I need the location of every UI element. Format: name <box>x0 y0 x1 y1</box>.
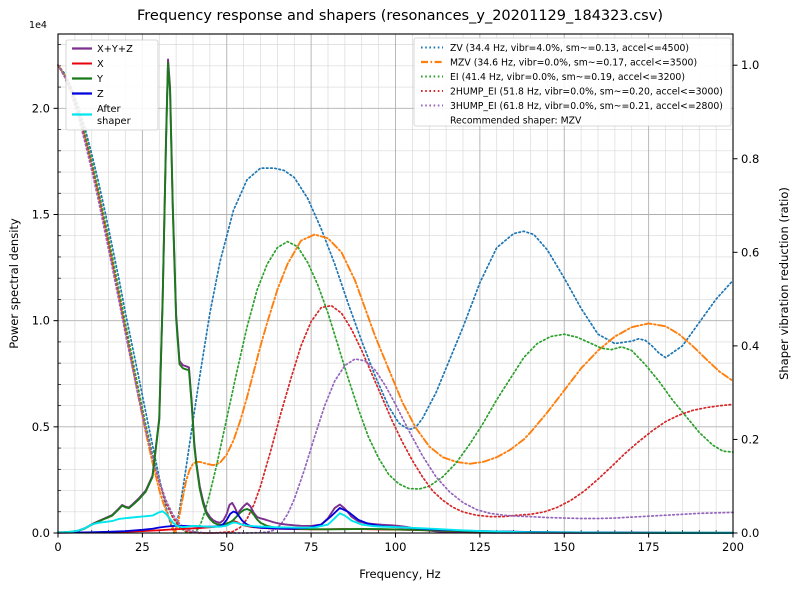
xtick-label: 75 <box>304 540 319 554</box>
xtick-label: 150 <box>553 540 575 554</box>
ytick-label-left: 0.0 <box>32 526 50 540</box>
shaper-curve-zv <box>57 64 734 534</box>
legend-label-shaper: 2HUMP_EI (51.8 Hz, vibr=0.0%, sm~=0.20, … <box>450 87 723 98</box>
legend-shapers[interactable] <box>413 37 732 127</box>
legend-label-psd: X <box>97 59 104 70</box>
xtick-label: 100 <box>385 540 407 554</box>
legend-label-psd: Z <box>97 89 104 100</box>
ytick-label-right: 0.2 <box>741 432 759 446</box>
xtick-label: 200 <box>722 540 744 554</box>
y-axis-label-right: Shaper vibration reduction (ratio) <box>777 187 791 380</box>
xtick-label: 0 <box>54 540 61 554</box>
xtick-label: 25 <box>135 540 150 554</box>
ytick-label-right: 1.0 <box>741 58 759 72</box>
chart-title: Frequency response and shapers (resonanc… <box>137 8 663 24</box>
legend-label-psd: After <box>97 104 121 115</box>
y-offset-label: 1e4 <box>29 20 47 31</box>
ytick-label-left: 0.5 <box>32 420 50 434</box>
legend-label-psd: Y <box>96 74 103 85</box>
ytick-label-right: 0.0 <box>741 526 759 540</box>
legend-label-psd: shaper <box>97 116 132 127</box>
axes <box>53 33 738 538</box>
ytick-label-right: 0.4 <box>741 339 759 353</box>
ytick-label-right: 0.6 <box>741 245 759 259</box>
ytick-label-left: 1.0 <box>32 314 50 328</box>
legend-psd[interactable] <box>65 39 159 131</box>
shaper-curve-ei <box>57 64 734 534</box>
ytick-label-right: 0.8 <box>741 152 759 166</box>
xtick-label: 175 <box>638 540 660 554</box>
xtick-label: 125 <box>469 540 491 554</box>
shaper-curve-mzv <box>57 64 734 534</box>
psd-curve-y <box>57 61 734 534</box>
recommended-shaper-note: Recommended shaper: MZV <box>450 116 582 127</box>
ytick-label-left: 2.0 <box>32 101 50 115</box>
ytick-label-left: 1.5 <box>32 207 50 221</box>
legend-label-shaper: ZV (34.4 Hz, vibr=4.0%, sm~=0.13, accel<… <box>450 43 689 54</box>
x-axis-label: Frequency, Hz <box>359 567 440 581</box>
y-axis-label-left: Power spectral density <box>7 218 21 349</box>
legend-label-shaper: EI (41.4 Hz, vibr=0.0%, sm~=0.19, accel<… <box>450 72 685 83</box>
legend-label-psd: X+Y+Z <box>97 44 133 55</box>
xtick-label: 50 <box>219 540 234 554</box>
legend-label-shaper: MZV (34.6 Hz, vibr=0.0%, sm~=0.17, accel… <box>450 58 697 69</box>
legend-label-shaper: 3HUMP_EI (61.8 Hz, vibr=0.0%, sm~=0.21, … <box>450 101 723 112</box>
shaper-curve-3hump-ei <box>57 64 734 534</box>
psd-curve-after-shaper <box>57 510 734 534</box>
